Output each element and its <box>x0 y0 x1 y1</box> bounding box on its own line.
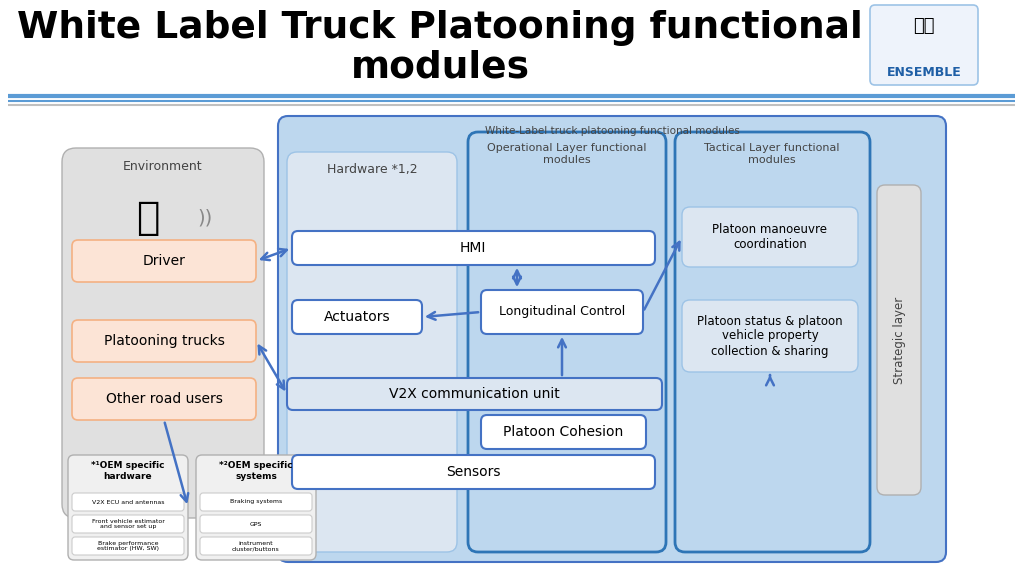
FancyBboxPatch shape <box>72 493 184 511</box>
Text: 🚛🚛: 🚛🚛 <box>913 17 935 35</box>
FancyBboxPatch shape <box>72 320 256 362</box>
Text: Platoon Cohesion: Platoon Cohesion <box>503 425 624 439</box>
Text: ENSEMBLE: ENSEMBLE <box>887 66 962 79</box>
Text: Platooning trucks: Platooning trucks <box>103 334 224 348</box>
FancyBboxPatch shape <box>468 132 666 552</box>
FancyBboxPatch shape <box>287 378 662 410</box>
Text: Operational Layer functional
modules: Operational Layer functional modules <box>487 143 647 165</box>
Text: Braking systems: Braking systems <box>229 499 283 505</box>
Text: Environment: Environment <box>123 160 203 172</box>
FancyBboxPatch shape <box>675 132 870 552</box>
Text: Platoon manoeuvre
coordination: Platoon manoeuvre coordination <box>713 223 827 251</box>
Text: V2X communication unit: V2X communication unit <box>389 387 559 401</box>
FancyBboxPatch shape <box>292 300 422 334</box>
FancyBboxPatch shape <box>481 415 646 449</box>
Text: Hardware *1,2: Hardware *1,2 <box>327 164 418 176</box>
FancyBboxPatch shape <box>481 290 643 334</box>
FancyBboxPatch shape <box>287 152 457 552</box>
FancyBboxPatch shape <box>68 455 188 560</box>
Text: GPS: GPS <box>250 521 262 526</box>
Text: Longitudinal Control: Longitudinal Control <box>499 305 625 319</box>
Text: Strategic layer: Strategic layer <box>893 297 905 384</box>
FancyBboxPatch shape <box>196 455 316 560</box>
FancyBboxPatch shape <box>292 231 655 265</box>
Text: Brake performance
estimator (HW, SW): Brake performance estimator (HW, SW) <box>97 541 159 551</box>
Text: instrument
cluster/buttons: instrument cluster/buttons <box>232 541 280 551</box>
FancyBboxPatch shape <box>62 148 264 518</box>
FancyBboxPatch shape <box>200 493 312 511</box>
FancyBboxPatch shape <box>72 537 184 555</box>
FancyBboxPatch shape <box>200 515 312 533</box>
Text: 🚚: 🚚 <box>136 199 160 237</box>
Text: White-Label truck platooning functional modules: White-Label truck platooning functional … <box>484 126 739 136</box>
FancyBboxPatch shape <box>292 455 655 489</box>
Text: HMI: HMI <box>460 241 486 255</box>
FancyBboxPatch shape <box>682 207 858 267</box>
Text: White Label Truck Platooning functional: White Label Truck Platooning functional <box>17 10 863 46</box>
Text: Front vehicle estimator
and sensor set up: Front vehicle estimator and sensor set u… <box>91 518 165 529</box>
Text: V2X ECU and antennas: V2X ECU and antennas <box>92 499 164 505</box>
Text: )): )) <box>198 209 213 228</box>
Text: Actuators: Actuators <box>324 310 390 324</box>
FancyBboxPatch shape <box>200 537 312 555</box>
FancyBboxPatch shape <box>278 116 946 562</box>
Text: Driver: Driver <box>142 254 185 268</box>
Text: *¹OEM specific
hardware: *¹OEM specific hardware <box>91 461 165 481</box>
FancyBboxPatch shape <box>72 515 184 533</box>
FancyBboxPatch shape <box>72 240 256 282</box>
Text: Tactical Layer functional
modules: Tactical Layer functional modules <box>705 143 840 165</box>
FancyBboxPatch shape <box>682 300 858 372</box>
FancyBboxPatch shape <box>877 185 921 495</box>
Text: Sensors: Sensors <box>445 465 501 479</box>
Text: *²OEM specific
systems: *²OEM specific systems <box>219 461 293 481</box>
FancyBboxPatch shape <box>870 5 978 85</box>
Text: Platoon status & platoon
vehicle property
collection & sharing: Platoon status & platoon vehicle propert… <box>697 314 843 358</box>
Text: modules: modules <box>350 50 529 86</box>
FancyBboxPatch shape <box>72 378 256 420</box>
Text: Other road users: Other road users <box>105 392 222 406</box>
